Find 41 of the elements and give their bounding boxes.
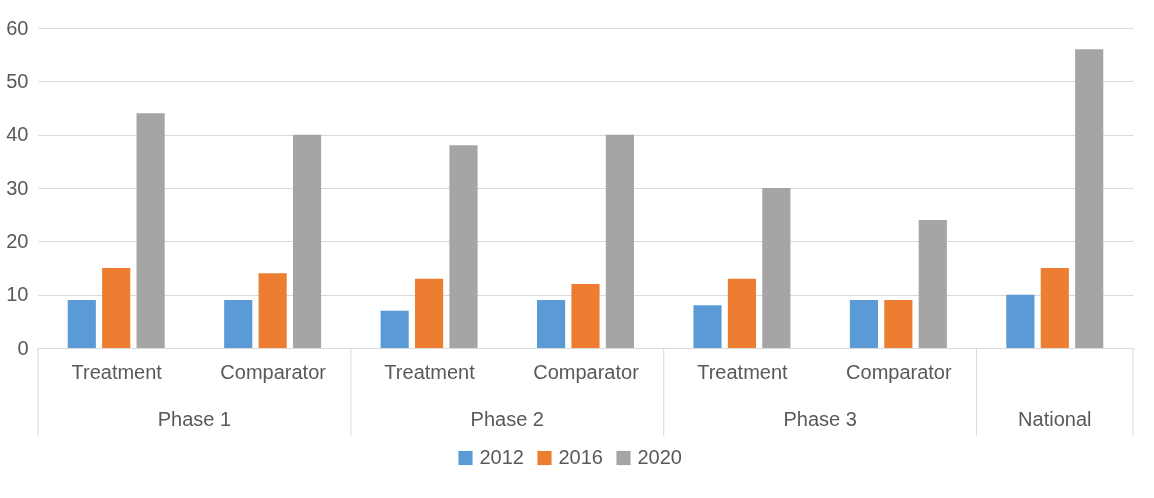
bar: [1075, 49, 1104, 348]
legend-label: 2016: [558, 446, 603, 468]
bar: [224, 300, 253, 348]
bar: [67, 300, 96, 348]
text: National: [1018, 408, 1092, 430]
bar: [1006, 294, 1035, 348]
bar: [292, 134, 322, 348]
y-tick-label: 20: [6, 229, 29, 252]
bar: [918, 220, 947, 348]
bar: [414, 278, 444, 348]
bar: [762, 188, 791, 348]
bar: [571, 284, 600, 348]
y-tick-label: 0: [17, 336, 29, 359]
x-tick-label: Comparator: [220, 360, 327, 383]
bar: [884, 300, 913, 348]
x-tick-label: Treatment: [71, 360, 163, 383]
bar: [537, 300, 566, 348]
bar: [258, 273, 287, 348]
x-tick-label: Comparator: [846, 360, 952, 383]
text: Phase 2: [470, 408, 544, 430]
bar: [1040, 268, 1069, 348]
y-tick-label: 30: [6, 176, 29, 199]
bar: [136, 113, 165, 348]
bar: [693, 305, 722, 348]
bar: [727, 278, 757, 348]
y-tick-label: 40: [6, 123, 29, 146]
x-tick-label: Treatment: [384, 360, 476, 383]
x-tick-label: Comparator: [533, 360, 640, 383]
text: Phase 3: [783, 408, 857, 430]
text: Phase 1: [157, 408, 232, 430]
bar: [380, 310, 409, 348]
y-tick-label: 10: [6, 283, 29, 306]
bar: [102, 268, 131, 348]
x-tick-label: Treatment: [697, 360, 789, 383]
bar: [849, 300, 879, 348]
bar: [449, 145, 478, 348]
legend-label: 2012: [479, 446, 524, 468]
legend-label: 2020: [637, 446, 682, 468]
bar: [605, 134, 634, 348]
y-tick-label: 60: [6, 16, 29, 39]
y-tick-label: 50: [6, 69, 29, 92]
